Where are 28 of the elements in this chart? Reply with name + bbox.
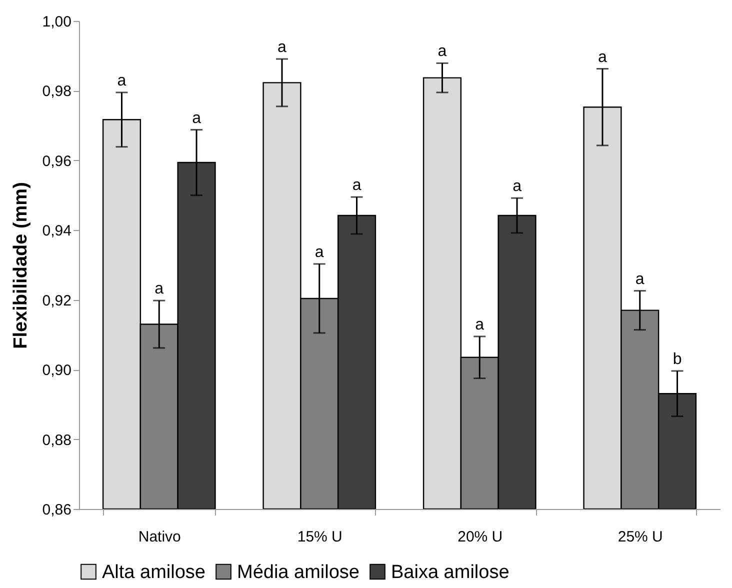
data-label: a [438,43,447,60]
data-label: a [314,244,324,261]
data-label: a [117,72,126,90]
y-tick-label: 1,00 [42,14,72,30]
legend-label: Baixa amilose [391,562,510,583]
data-label: a [475,316,484,334]
x-tick-label: 20% U [458,528,503,546]
data-label: a [512,178,522,196]
y-tick-label: 0,98 [42,83,72,100]
x-tick-label: 15% U [297,528,342,546]
data-label: a [192,110,202,127]
y-tick-label: 0,96 [42,152,72,170]
data-label: a [352,177,362,194]
data-label: b [672,350,682,368]
x-tick-label: 25% U [618,528,663,546]
data-label: a [635,270,644,288]
y-tick-label: 0,94 [42,222,72,240]
y-tick-label: 0,90 [42,362,72,380]
legend-label: Média amilose [237,562,360,583]
y-tick-label: 0,86 [42,502,72,518]
y-tick-label: 0,88 [42,432,72,449]
x-tick-label: Nativo [138,528,181,546]
data-label: a [278,38,287,56]
data-label: a [598,48,608,66]
legend-label: Alta amilose [102,562,206,583]
y-axis-title: Flexibilidade (mm) [10,182,32,349]
data-label: a [154,280,164,298]
y-tick-label: 0,92 [42,292,72,310]
